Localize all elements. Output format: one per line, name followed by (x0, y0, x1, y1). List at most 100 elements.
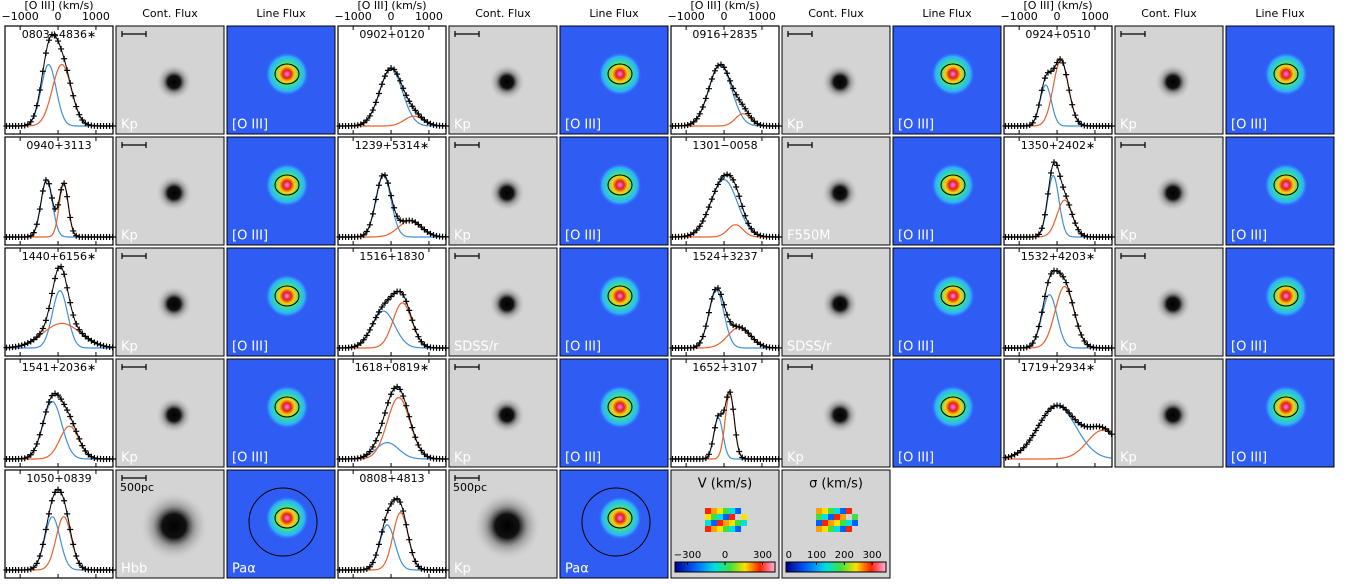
data-point (1078, 331, 1085, 338)
data-point (94, 340, 101, 347)
cont-source (822, 397, 858, 433)
cont-source (822, 64, 858, 100)
data-point (1063, 71, 1070, 78)
data-point (733, 431, 740, 438)
data-point (58, 186, 65, 193)
data-point (1020, 444, 1027, 451)
colorbar-tick-label: 0 (786, 550, 792, 561)
line-label: [O III] (898, 340, 934, 355)
line-source (598, 163, 642, 207)
cont-panel: F550M (781, 136, 891, 246)
data-point (1038, 225, 1045, 232)
spectrum-panel: 0803+4836∗ (3, 25, 116, 135)
contour (1273, 63, 1299, 85)
data-point (1066, 201, 1073, 208)
data-point (430, 121, 437, 128)
map-pixel (723, 520, 729, 526)
data-point (397, 499, 404, 506)
data-point (427, 230, 434, 237)
spectrum-panel: 1524+3237 (669, 247, 782, 357)
data-point (58, 489, 65, 496)
line-source (265, 496, 309, 540)
data-point (70, 312, 77, 319)
band-label: Kp (787, 118, 804, 133)
data-point (708, 75, 715, 82)
data-point (421, 451, 428, 458)
data-point (1096, 423, 1103, 430)
line-source (1264, 274, 1308, 318)
panel-frame (337, 25, 447, 135)
data-point (424, 453, 431, 460)
data-point (1035, 102, 1042, 109)
data-point (412, 107, 419, 114)
map-pixel (834, 526, 840, 532)
scale-bar (121, 31, 147, 37)
line-source (931, 52, 975, 96)
object-name: 0803+4836∗ (22, 28, 96, 41)
data-point (52, 205, 59, 212)
data-point (109, 567, 116, 573)
data-point (751, 229, 758, 236)
data-point (1072, 311, 1079, 318)
line-source (265, 274, 309, 318)
data-point (724, 171, 731, 178)
data-point (388, 500, 395, 507)
data-point (363, 228, 370, 235)
map-pixel (834, 514, 840, 520)
data-point (1063, 193, 1070, 200)
contour (940, 285, 966, 307)
data-point (1072, 112, 1079, 119)
data-point (708, 440, 715, 447)
data-point (742, 212, 749, 219)
cont-source (1155, 64, 1191, 100)
data-point (357, 121, 364, 128)
contour (1273, 174, 1299, 196)
data-point (366, 326, 373, 333)
data-point (690, 229, 697, 236)
data-point (424, 343, 431, 350)
data-point (1051, 403, 1058, 410)
scale-bar (454, 253, 480, 259)
colorbar-tick-label: 300 (753, 550, 772, 561)
cont-panel: Kp (115, 136, 225, 246)
data-point (394, 383, 401, 390)
data-point (360, 336, 367, 343)
line-source (1264, 52, 1308, 96)
map-pixel (846, 520, 852, 526)
data-point (1029, 340, 1036, 347)
panel-frame (4, 247, 114, 357)
line-panel: Paα (226, 469, 336, 579)
object-name: 1524+3237 (692, 250, 757, 263)
map-pixel (705, 514, 711, 520)
map-pixel (852, 520, 858, 526)
data-point (397, 288, 404, 295)
line-source (598, 274, 642, 318)
line-source (265, 163, 309, 207)
data-point (409, 217, 416, 224)
line-source (265, 385, 309, 429)
data-point (1078, 421, 1085, 428)
spectrum-tick-label: 0 (721, 10, 728, 23)
spectrum-tick-label: 1000 (415, 10, 443, 23)
data-point (733, 183, 740, 190)
data-point (1038, 417, 1045, 424)
band-label: Kp (121, 229, 138, 244)
spectrum-tick-label: 0 (1054, 10, 1061, 23)
data-point (412, 434, 419, 441)
data-point (711, 286, 718, 293)
data-point (61, 55, 68, 62)
data-point (721, 172, 728, 179)
band-label: Kp (454, 118, 471, 133)
cont-panel: Kp (115, 25, 225, 135)
cont-source (156, 397, 192, 433)
line-panel: [O III] (226, 25, 336, 135)
data-point (1060, 59, 1067, 66)
map-pixel (822, 526, 828, 532)
data-point (714, 412, 721, 419)
data-point (1041, 211, 1048, 218)
data-point (1029, 119, 1036, 126)
data-point (381, 172, 388, 179)
data-point (757, 232, 764, 239)
map-pixel (834, 508, 840, 514)
